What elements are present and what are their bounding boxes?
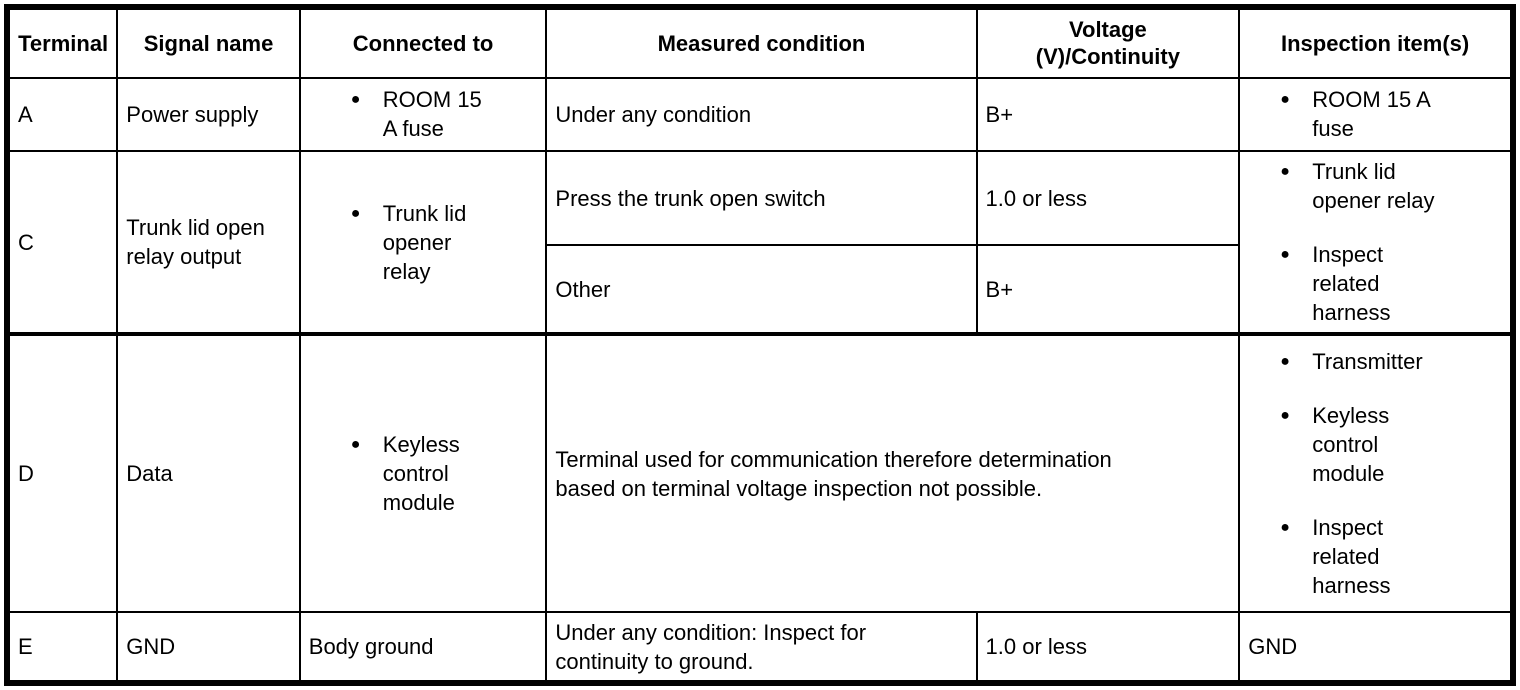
- cell-inspection-a: ● ROOM 15 A fuse: [1238, 76, 1514, 152]
- inspection-item-text: Trunk lid opener relay: [1312, 159, 1435, 214]
- inspection-item-text: ROOM 15 A fuse: [1312, 87, 1431, 142]
- cell-connected-e: Body ground: [298, 611, 548, 684]
- cell-signal-d: Data: [116, 332, 301, 614]
- inspection-item-text: Inspect related harness: [1312, 515, 1391, 599]
- bullet-icon: ●: [1280, 519, 1290, 537]
- table-row-terminal-c-sub1: C Trunk lid open relay output ● Trunk li…: [5, 149, 1514, 337]
- inspection-item-text: Keyless control module: [1312, 403, 1390, 487]
- bullet-icon: ●: [1280, 353, 1290, 371]
- bullet-icon: ●: [1280, 91, 1290, 109]
- inspection-item-text: Transmitter: [1312, 349, 1423, 375]
- table-row-terminal-a: A Power supply ● ROOM 15 A fuse Under an…: [5, 76, 1514, 152]
- table-row-terminal-d: D Data ● Keyless control module Terminal…: [5, 332, 1514, 614]
- cell-signal-a: Power supply: [116, 76, 301, 152]
- bullet-icon: ●: [350, 204, 361, 222]
- bullet-item: ● Transmitter: [1280, 347, 1502, 376]
- cell-voltage-e: 1.0 or less: [975, 611, 1241, 684]
- cell-connected-a: ● ROOM 15 A fuse: [298, 76, 548, 152]
- bullet-item: ● Inspect related harness: [1280, 240, 1502, 327]
- cell-signal-c: Trunk lid open relay output: [116, 149, 301, 337]
- connected-item-text: ROOM 15 A fuse: [382, 87, 482, 142]
- bullet-icon: ●: [350, 436, 361, 454]
- header-connected-to: Connected to: [298, 6, 548, 79]
- cell-voltage-a: B+: [975, 76, 1241, 152]
- header-inspection-items: Inspection item(s): [1238, 6, 1514, 79]
- cell-terminal-c: C: [5, 149, 119, 337]
- bullet-item: ● Trunk lid opener relay: [351, 199, 538, 286]
- bullet-item: ● Keyless control module: [351, 430, 538, 517]
- table-header-row: Terminal Signal name Connected to Measur…: [5, 6, 1514, 79]
- bullet-icon: ●: [1280, 246, 1290, 264]
- table-row-terminal-e: E GND Body ground Under any condition: I…: [5, 611, 1514, 684]
- cell-signal-e: GND: [116, 611, 301, 684]
- table-row-terminal-c-sub2: Other B+: [7, 244, 1513, 337]
- bullet-icon: ●: [1280, 407, 1290, 425]
- bullet-item: ● Trunk lid opener relay: [1280, 157, 1502, 215]
- connected-item-text: Keyless control module: [382, 432, 460, 516]
- bullet-item: ● ROOM 15 A fuse: [1280, 85, 1502, 143]
- bullet-icon: ●: [350, 91, 361, 109]
- cell-terminal-d: D: [5, 332, 119, 614]
- header-measured-condition: Measured condition: [545, 6, 978, 79]
- terminal-spec-table: Terminal Signal name Connected to Measur…: [4, 4, 1516, 686]
- cell-measured-e: Under any condition: Inspect for continu…: [545, 611, 978, 684]
- cell-inspection-e: GND: [1238, 611, 1514, 684]
- cell-measured-c-sub1: Press the trunk open switch: [545, 149, 978, 247]
- cell-terminal-e: E: [5, 611, 119, 684]
- bullet-item: ● Keyless control module: [1280, 401, 1502, 488]
- inspection-item-text: Inspect related harness: [1312, 242, 1391, 326]
- cell-connected-c: ● Trunk lid opener relay: [298, 149, 548, 337]
- cell-connected-d: ● Keyless control module: [298, 332, 548, 614]
- cell-voltage-c-sub2: B+: [975, 244, 1241, 337]
- cell-measured-a: Under any condition: [545, 76, 978, 152]
- cell-measured-c-sub2: Other: [545, 244, 978, 337]
- cell-inspection-c: ● Trunk lid opener relay ● Inspect relat…: [1238, 149, 1514, 337]
- header-voltage-continuity: Voltage (V)/Continuity: [975, 6, 1241, 79]
- bullet-item: ● ROOM 15 A fuse: [351, 85, 538, 143]
- header-signal-name: Signal name: [116, 6, 301, 79]
- cell-inspection-d: ● Transmitter ● Keyless control module ●…: [1238, 332, 1514, 614]
- header-terminal: Terminal: [5, 6, 119, 79]
- bullet-item: ● Inspect related harness: [1280, 513, 1502, 600]
- cell-terminal-a: A: [5, 76, 119, 152]
- bullet-icon: ●: [1280, 163, 1290, 181]
- cell-measured-voltage-note-d: Terminal used for communication therefor…: [545, 332, 1241, 614]
- connected-item-text: Trunk lid opener relay: [382, 200, 467, 284]
- cell-voltage-c-sub1: 1.0 or less: [975, 149, 1241, 247]
